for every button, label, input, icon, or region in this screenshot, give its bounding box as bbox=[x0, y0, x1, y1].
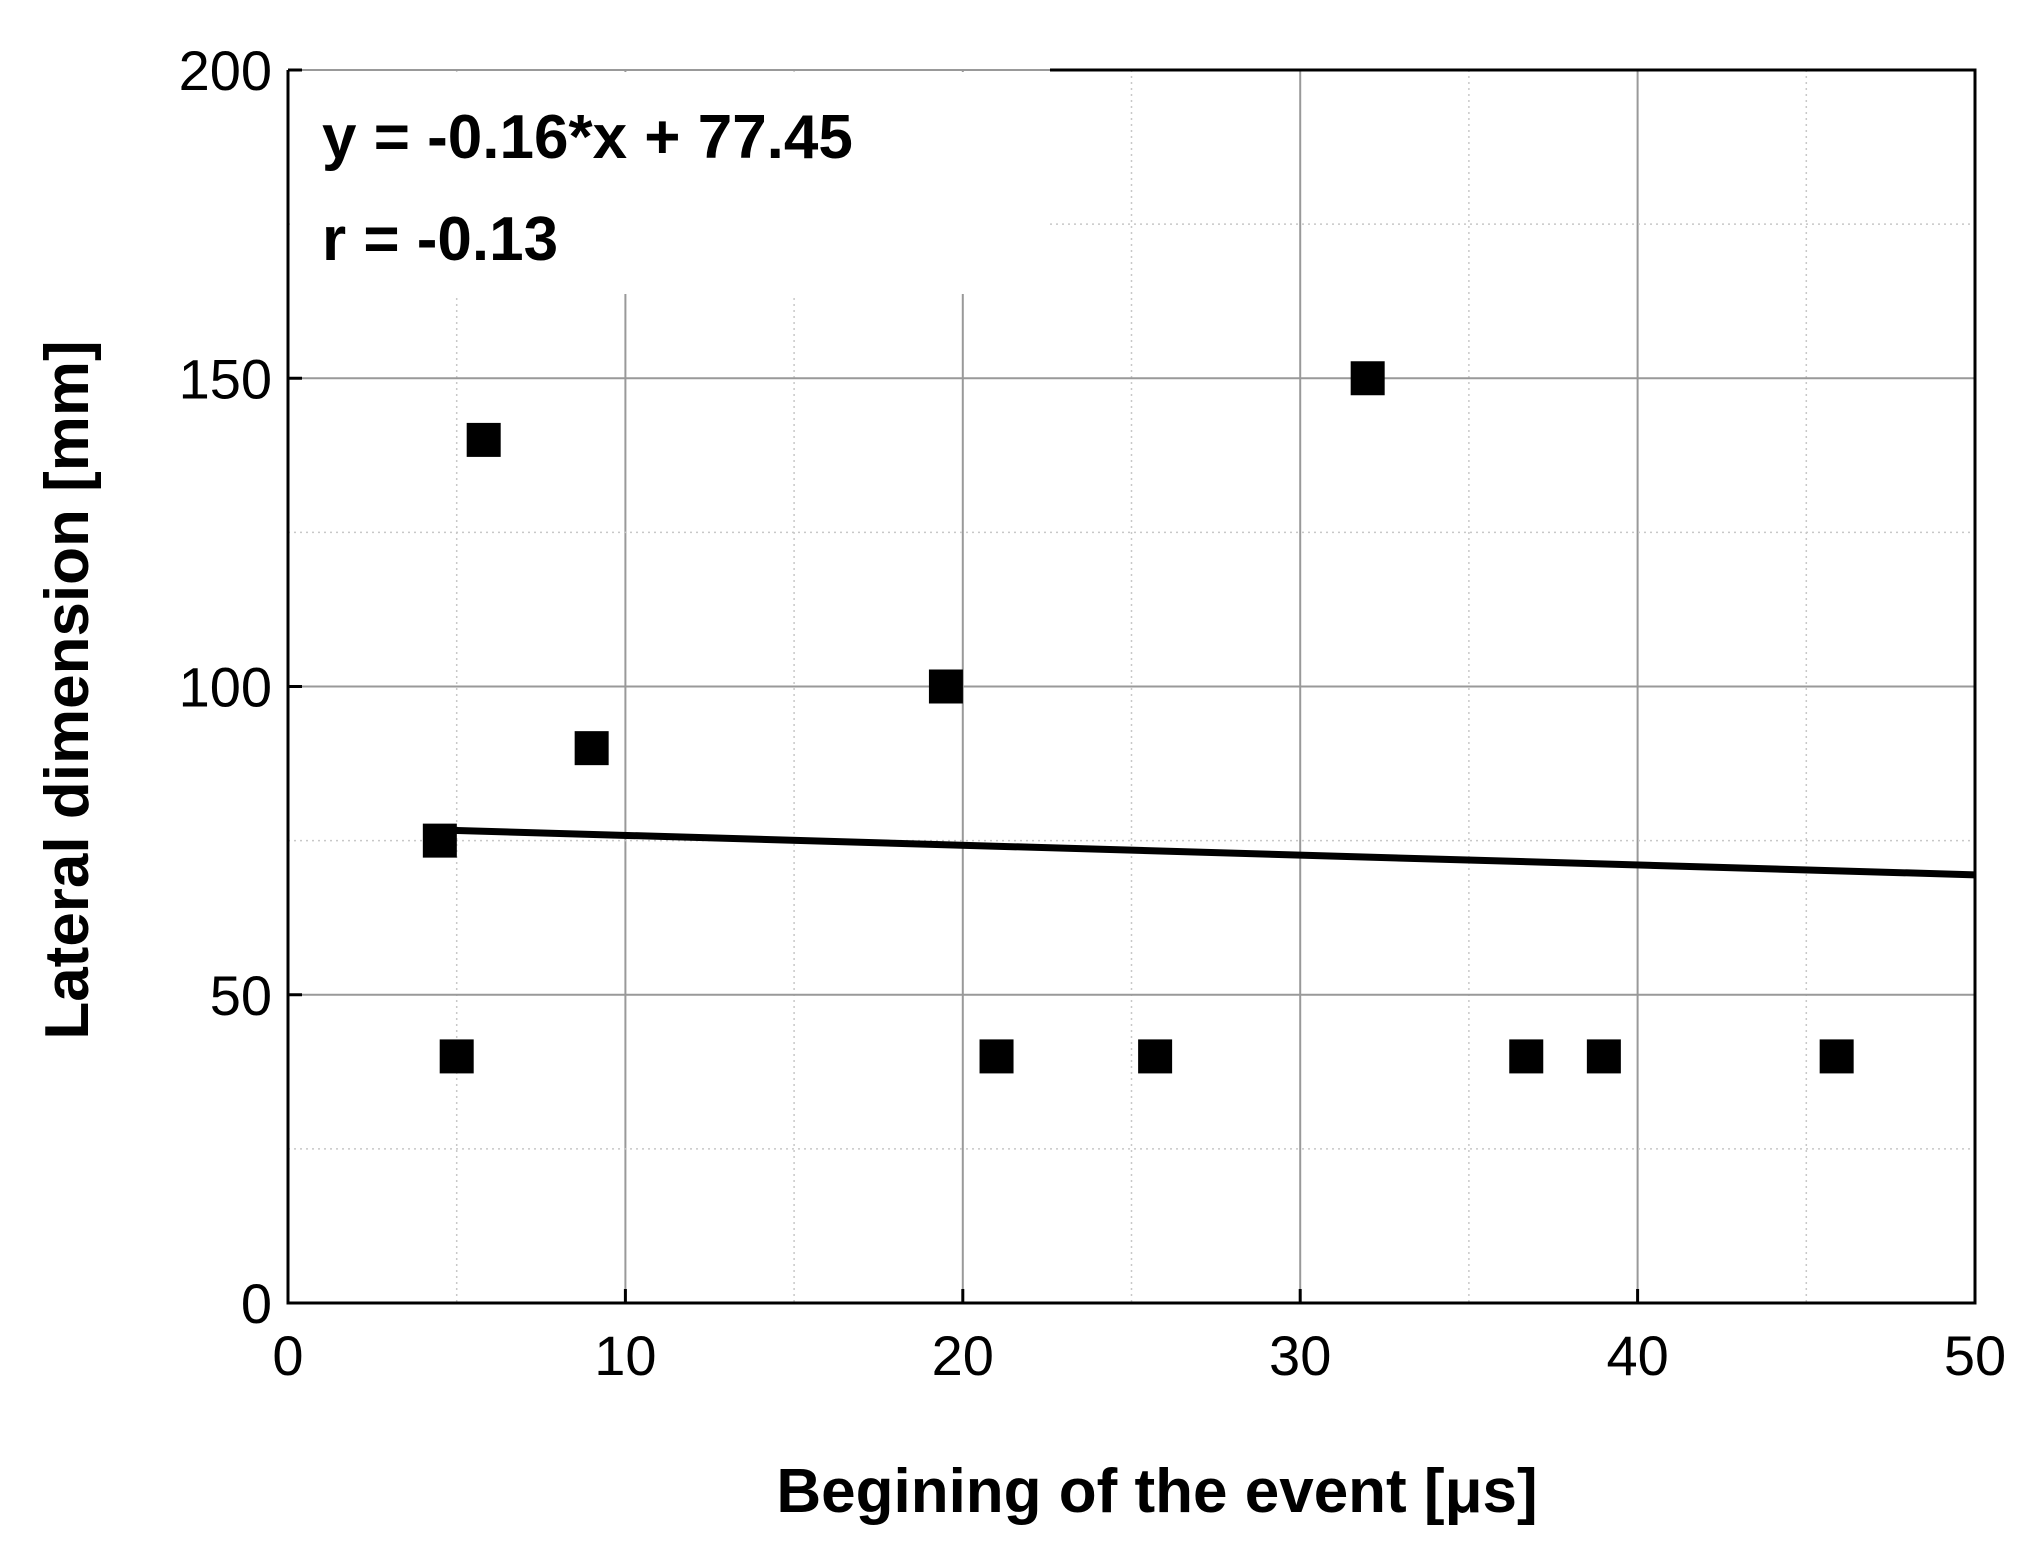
y-tick-label: 200 bbox=[179, 39, 272, 102]
data-point-4 bbox=[574, 731, 609, 766]
y-axis-title: Lateral dimension [mm] bbox=[33, 340, 102, 1039]
data-points bbox=[422, 361, 1854, 1074]
data-point-1 bbox=[422, 823, 457, 858]
x-axis-ticks: 0 10 20 30 40 50 bbox=[272, 1289, 2006, 1387]
data-point-10 bbox=[1586, 1039, 1621, 1074]
fit-line-group bbox=[439, 826, 1976, 879]
data-point-2 bbox=[439, 1039, 474, 1074]
correlation-coefficient: r = -0.13 bbox=[322, 205, 558, 274]
data-point-9 bbox=[1509, 1039, 1544, 1074]
annotation-background bbox=[290, 72, 1050, 294]
data-point-11 bbox=[1819, 1039, 1854, 1074]
data-point-6 bbox=[979, 1039, 1014, 1074]
x-tick-label: 10 bbox=[594, 1324, 656, 1387]
y-tick-label: 0 bbox=[241, 1272, 272, 1335]
y-tick-label: 50 bbox=[210, 964, 272, 1027]
y-tick-label: 100 bbox=[179, 656, 272, 719]
y-tick-label: 150 bbox=[179, 347, 272, 410]
x-tick-label: 0 bbox=[272, 1324, 303, 1387]
x-tick-label: 30 bbox=[1269, 1324, 1331, 1387]
fit-equation: y = -0.16*x + 77.45 bbox=[322, 103, 853, 172]
data-point-5 bbox=[928, 669, 963, 704]
data-point-7 bbox=[1138, 1039, 1173, 1074]
x-axis-title: Begining of the event [μs] bbox=[776, 1457, 1537, 1526]
x-tick-label: 20 bbox=[932, 1324, 994, 1387]
data-point-8 bbox=[1350, 361, 1385, 396]
data-point-3 bbox=[466, 422, 501, 457]
y-axis-ticks: 0 50 100 150 200 bbox=[179, 39, 302, 1335]
fit-line bbox=[439, 826, 1976, 879]
x-tick-label: 40 bbox=[1606, 1324, 1668, 1387]
x-tick-label: 50 bbox=[1944, 1324, 2006, 1387]
